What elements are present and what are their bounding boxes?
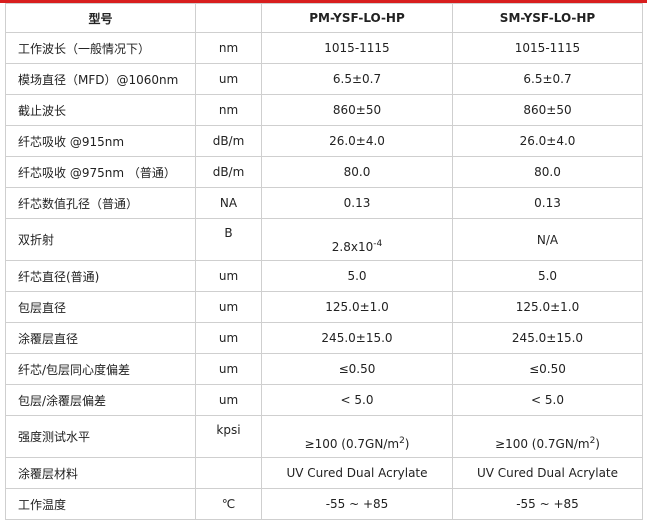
row-param: 包层/涂覆层偏差 <box>5 384 196 416</box>
value-tail: ) <box>404 437 410 451</box>
row-param: 截止波长 <box>5 94 196 126</box>
row-value-a: < 5.0 <box>261 384 453 416</box>
table-row: 纤芯吸收 @975nm （普通） dB/m 80.0 80.0 <box>5 156 643 188</box>
row-param: 纤芯数值孔径（普通） <box>5 187 196 219</box>
table-row: 纤芯吸收 @915nm dB/m 26.0±4.0 26.0±4.0 <box>5 125 643 157</box>
row-param: 强度测试水平 <box>5 415 196 458</box>
value-base: 2.8x10 <box>331 240 374 254</box>
row-unit: kpsi <box>195 415 262 458</box>
row-value-a: 1015-1115 <box>261 32 453 64</box>
row-unit: um <box>195 291 262 323</box>
row-value-b: 125.0±1.0 <box>452 291 643 323</box>
row-value-a: 0.13 <box>261 187 453 219</box>
row-param: 纤芯直径(普通) <box>5 260 196 292</box>
row-param: 模场直径（MFD）@1060nm <box>5 63 196 95</box>
header-model-a: PM-YSF-LO-HP <box>261 3 453 33</box>
row-unit: nm <box>195 32 262 64</box>
row-value-b: 1015-1115 <box>452 32 643 64</box>
table-header-row: 型号 PM-YSF-LO-HP SM-YSF-LO-HP <box>5 3 643 33</box>
table-row: 纤芯数值孔径（普通） NA 0.13 0.13 <box>5 187 643 219</box>
table-row: 包层直径 um 125.0±1.0 125.0±1.0 <box>5 291 643 323</box>
row-param: 工作波长（一般情况下） <box>5 32 196 64</box>
value-base: ≥100 (0.7GN/m <box>304 437 400 451</box>
header-model-b: SM-YSF-LO-HP <box>452 3 643 33</box>
row-unit: um <box>195 322 262 354</box>
row-value-a: 26.0±4.0 <box>261 125 453 157</box>
table-row: 双折射 B 2.8x10-4 N/A <box>5 218 643 261</box>
row-unit: um <box>195 63 262 95</box>
row-unit: NA <box>195 187 262 219</box>
row-param: 纤芯吸收 @915nm <box>5 125 196 157</box>
table-row: 纤芯直径(普通) um 5.0 5.0 <box>5 260 643 292</box>
top-accent-bar <box>0 0 647 3</box>
row-unit: dB/m <box>195 125 262 157</box>
row-value-b: 80.0 <box>452 156 643 188</box>
row-unit: um <box>195 353 262 385</box>
table-row: 强度测试水平 kpsi ≥100 (0.7GN/m2) ≥100 (0.7GN/… <box>5 415 643 458</box>
table-row: 模场直径（MFD）@1060nm um 6.5±0.7 6.5±0.7 <box>5 63 643 95</box>
value-tail: ) <box>595 437 600 451</box>
row-param: 涂覆层材料 <box>5 457 196 489</box>
row-unit: nm <box>195 94 262 126</box>
row-value-b: 0.13 <box>452 187 643 219</box>
row-value-b: ≥100 (0.7GN/m2) <box>452 415 643 458</box>
table-row: 涂覆层直径 um 245.0±15.0 245.0±15.0 <box>5 322 643 354</box>
table-row: 纤芯/包层同心度偏差 um ≤0.50 ≤0.50 <box>5 353 643 385</box>
value-base: ≥100 (0.7GN/m <box>495 437 590 451</box>
row-value-a: ≥100 (0.7GN/m2) <box>261 415 453 458</box>
row-value-a: 5.0 <box>261 260 453 292</box>
table-row: 包层/涂覆层偏差 um < 5.0 < 5.0 <box>5 384 643 416</box>
row-value-b: 860±50 <box>452 94 643 126</box>
row-param: 工作温度 <box>5 488 196 520</box>
row-value-b: N/A <box>452 218 643 261</box>
header-param: 型号 <box>5 3 196 33</box>
row-value-a: -55 ~ +85 <box>261 488 453 520</box>
table-row: 工作温度 ℃ -55 ~ +85 -55 ~ +85 <box>5 488 643 520</box>
header-unit <box>195 3 262 33</box>
row-value-a: 860±50 <box>261 94 453 126</box>
row-unit: ℃ <box>195 488 262 520</box>
row-value-a: UV Cured Dual Acrylate <box>261 457 453 489</box>
row-value-b: UV Cured Dual Acrylate <box>452 457 643 489</box>
row-unit <box>195 457 262 489</box>
row-value-b: 6.5±0.7 <box>452 63 643 95</box>
row-value-a: 6.5±0.7 <box>261 63 453 95</box>
row-value-a: 245.0±15.0 <box>261 322 453 354</box>
value-exponent: 2 <box>589 436 596 446</box>
row-value-a: 125.0±1.0 <box>261 291 453 323</box>
row-value-a: 80.0 <box>261 156 453 188</box>
row-value-b: 245.0±15.0 <box>452 322 643 354</box>
value-exponent: 2 <box>399 436 405 446</box>
table-row: 涂覆层材料 UV Cured Dual Acrylate UV Cured Du… <box>5 457 643 489</box>
row-param: 纤芯吸收 @975nm （普通） <box>5 156 196 188</box>
spec-table: 型号 PM-YSF-LO-HP SM-YSF-LO-HP 工作波长（一般情况下）… <box>5 3 643 520</box>
row-value-b: 5.0 <box>452 260 643 292</box>
row-value-b: < 5.0 <box>452 384 643 416</box>
row-unit: um <box>195 384 262 416</box>
value-exponent: -4 <box>373 239 383 249</box>
row-param: 双折射 <box>5 218 196 261</box>
row-param: 涂覆层直径 <box>5 322 196 354</box>
row-unit: B <box>195 218 262 261</box>
row-value-b: 26.0±4.0 <box>452 125 643 157</box>
table-row: 工作波长（一般情况下） nm 1015-1115 1015-1115 <box>5 32 643 64</box>
row-unit: um <box>195 260 262 292</box>
row-value-b: ≤0.50 <box>452 353 643 385</box>
row-param: 包层直径 <box>5 291 196 323</box>
row-value-a: 2.8x10-4 <box>261 218 453 261</box>
row-value-b: -55 ~ +85 <box>452 488 643 520</box>
row-param: 纤芯/包层同心度偏差 <box>5 353 196 385</box>
table-row: 截止波长 nm 860±50 860±50 <box>5 94 643 126</box>
row-value-a: ≤0.50 <box>261 353 453 385</box>
row-unit: dB/m <box>195 156 262 188</box>
